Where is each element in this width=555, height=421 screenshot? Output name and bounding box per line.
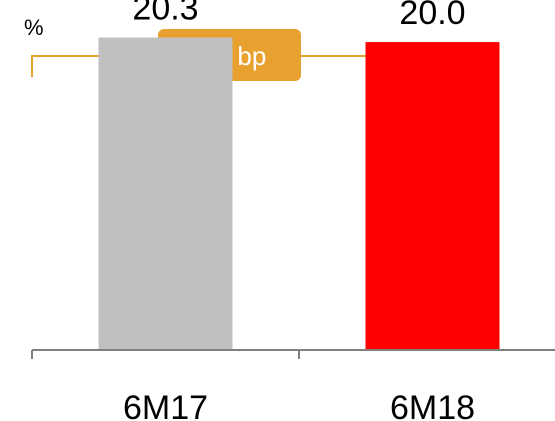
x-axis-ticks (31, 350, 300, 359)
unit-label: % (24, 15, 44, 40)
bars (98, 37, 500, 350)
bar-6m17 (98, 37, 233, 350)
tick-label-6m18: 6M18 (390, 389, 475, 421)
tick-label-6m17: 6M17 (123, 389, 208, 421)
value-label-6m17: 20.3 (132, 0, 198, 28)
x-axis-tick-labels: 6M17 6M18 (123, 389, 475, 421)
bar-6m18 (365, 42, 500, 350)
value-labels: 20.3 20.0 (132, 0, 465, 32)
value-label-6m18: 20.0 (399, 0, 465, 32)
